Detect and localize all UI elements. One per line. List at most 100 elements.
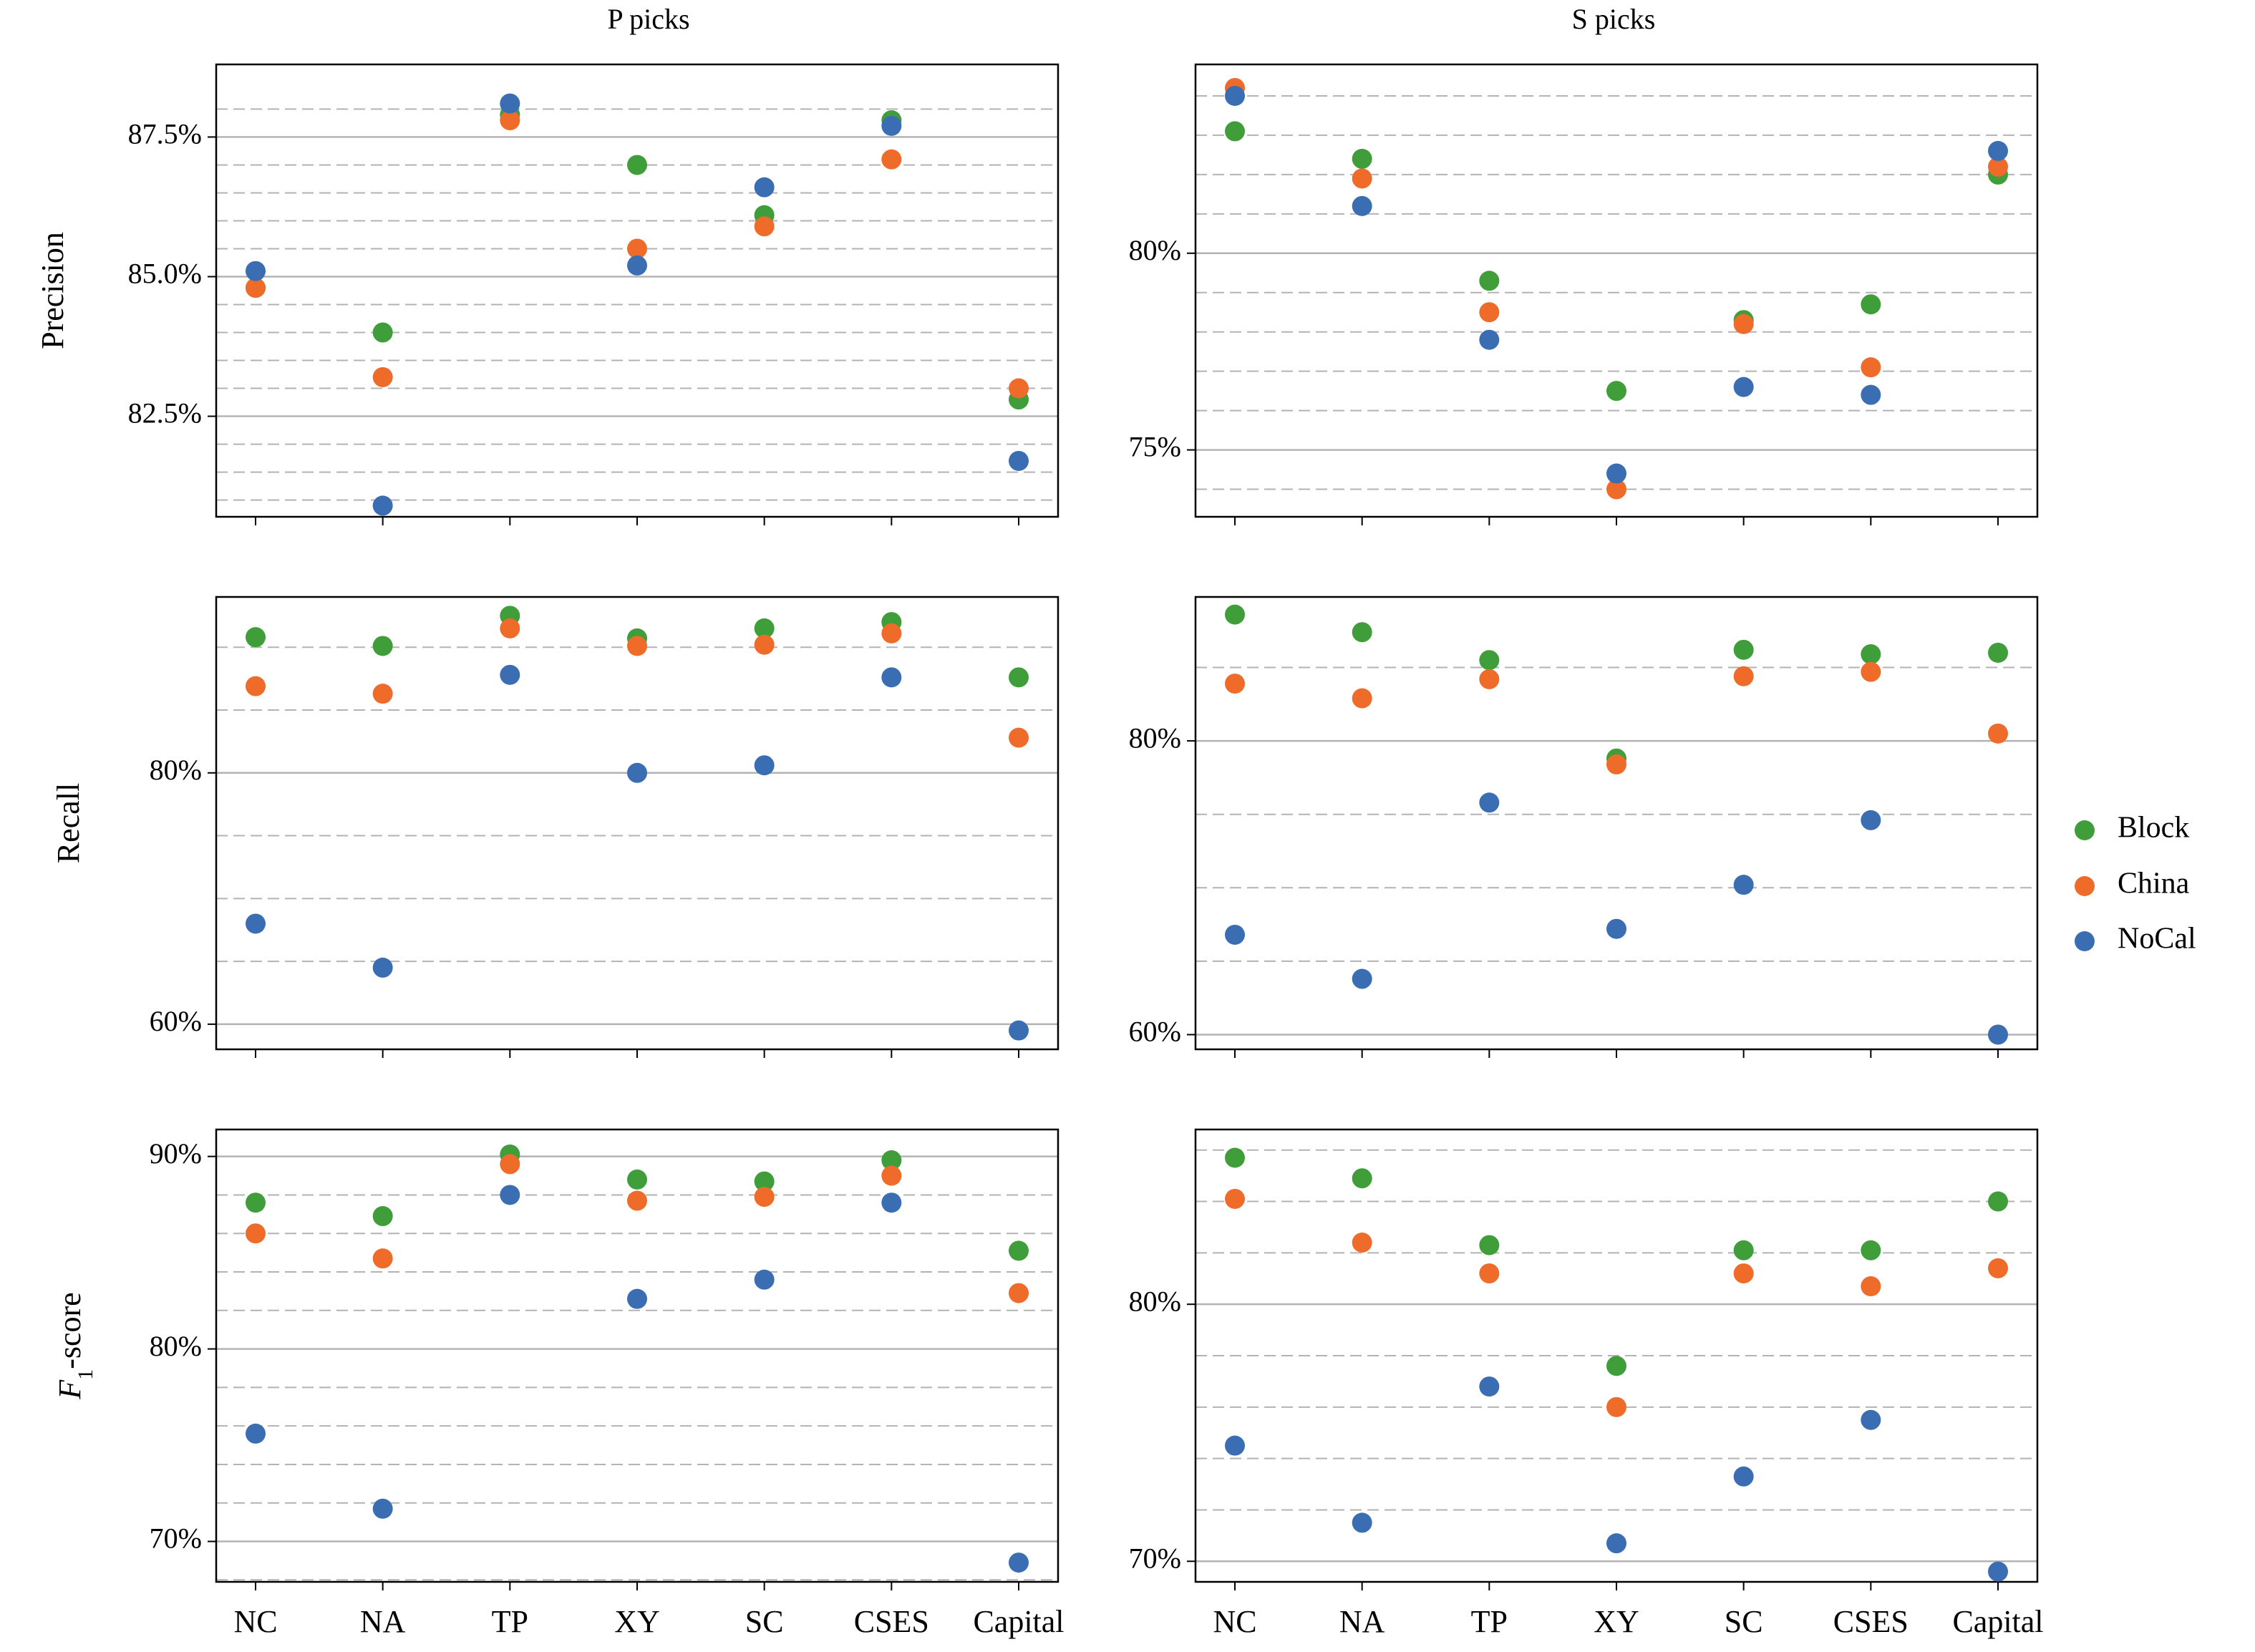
y-tick-label: 60%: [1129, 1016, 1181, 1048]
point-block-nc: [246, 627, 266, 648]
point-nocal-tp: [1479, 1376, 1500, 1397]
y-tick-label: 80%: [150, 754, 202, 786]
panel-0: 82.5% 85.0% 87.5%: [128, 63, 1059, 525]
point-nocal-na: [372, 495, 393, 516]
point-china-capital: [1009, 727, 1029, 748]
point-block-capital: [1009, 1240, 1029, 1261]
legend-label-china: China: [2118, 868, 2190, 900]
point-china-cses: [1861, 661, 1881, 682]
point-block-xy: [627, 155, 647, 175]
point-nocal-cses: [1861, 810, 1881, 830]
point-china-cses: [1861, 357, 1881, 378]
point-china-sc: [1733, 666, 1754, 686]
point-nocal-na: [1352, 968, 1372, 989]
y-tick-label: 82.5%: [128, 397, 202, 429]
point-china-nc: [1225, 1188, 1245, 1209]
y-tick-label: 70%: [1129, 1542, 1181, 1574]
point-china-xy: [627, 636, 647, 656]
panel-2: 60% 80%: [150, 596, 1059, 1058]
point-nocal-sc: [754, 755, 775, 776]
point-block-na: [1352, 622, 1372, 643]
point-nocal-xy: [627, 762, 647, 783]
y-tick-label: 80%: [1129, 721, 1181, 754]
point-block-nc: [246, 1192, 266, 1213]
point-block-capital: [1988, 1191, 2008, 1212]
point-china-nc: [246, 278, 266, 298]
y-tick-label: 75%: [1129, 431, 1181, 463]
point-block-tp: [1479, 1235, 1500, 1255]
point-block-na: [1352, 148, 1372, 169]
point-china-xy: [1606, 754, 1626, 774]
point-china-sc: [1733, 314, 1754, 334]
point-china-cses: [881, 623, 902, 643]
panel-frame: [215, 63, 1059, 518]
point-block-sc: [754, 1171, 775, 1192]
point-nocal-sc: [754, 1269, 775, 1290]
x-tick-label-na: NA: [360, 1604, 406, 1639]
point-china-xy: [1606, 1396, 1626, 1417]
point-nocal-capital: [1988, 140, 2008, 161]
point-china-na: [1352, 1233, 1372, 1253]
x-tick-label-cses: CSES: [1833, 1604, 1909, 1639]
x-tick-label-sc: SC: [745, 1604, 784, 1639]
point-china-nc: [246, 676, 266, 696]
y-tick-label: 80%: [150, 1330, 202, 1362]
point-china-capital: [1988, 156, 2008, 177]
panel-5: 70% 80% NC NA TP XY SC CSES Capital: [1129, 1128, 2044, 1639]
x-tick-label-xy: XY: [614, 1604, 660, 1639]
point-nocal-tp: [1479, 329, 1500, 350]
x-tick-label-tp: TP: [1471, 1604, 1508, 1639]
point-nocal-sc: [754, 177, 775, 198]
point-nocal-tp: [500, 93, 520, 114]
point-china-tp: [500, 1154, 520, 1175]
point-block-cses: [1861, 294, 1881, 315]
point-nocal-capital: [1009, 1020, 1029, 1041]
y-tick-label: 80%: [1129, 1285, 1181, 1317]
point-nocal-nc: [1225, 85, 1245, 106]
x-tick-label-na: NA: [1339, 1604, 1385, 1639]
point-china-xy: [627, 238, 647, 259]
y-tick-label: 87.5%: [128, 118, 202, 150]
panel-3: 60% 80%: [1129, 596, 2039, 1058]
point-china-xy: [1606, 479, 1626, 500]
point-china-na: [372, 366, 393, 387]
x-tick-label-nc: NC: [1213, 1604, 1256, 1639]
point-china-na: [372, 684, 393, 704]
point-block-na: [372, 1206, 393, 1227]
legend-marker-block: [2075, 820, 2095, 840]
point-china-sc: [754, 634, 775, 655]
panel-1: 75% 80%: [1129, 63, 2039, 525]
point-china-sc: [754, 1187, 775, 1208]
point-nocal-capital: [1988, 1561, 2008, 1582]
point-block-xy: [1606, 381, 1626, 402]
row-label-recall: Recall: [51, 783, 86, 863]
point-block-na: [372, 322, 393, 343]
point-china-cses: [881, 149, 902, 170]
point-nocal-xy: [627, 255, 647, 276]
point-china-capital: [1988, 723, 2008, 744]
point-block-tp: [1479, 650, 1500, 671]
y-tick-label: 90%: [150, 1137, 202, 1170]
point-china-nc: [246, 1223, 266, 1244]
point-nocal-nc: [1225, 1435, 1245, 1456]
x-tick-label-sc: SC: [1725, 1604, 1763, 1639]
point-nocal-nc: [1225, 924, 1245, 945]
x-tick-label-capital: Capital: [973, 1604, 1064, 1639]
point-china-capital: [1988, 1258, 2008, 1278]
point-china-cses: [1861, 1276, 1881, 1297]
point-nocal-tp: [1479, 792, 1500, 813]
point-block-capital: [1009, 667, 1029, 688]
point-nocal-cses: [881, 1192, 902, 1213]
row-label-precision: Precision: [35, 232, 70, 349]
x-tick-label-nc: NC: [233, 1604, 277, 1639]
col-title-p: P picks: [607, 3, 689, 35]
point-nocal-xy: [627, 1288, 647, 1309]
point-nocal-sc: [1733, 875, 1754, 895]
point-nocal-xy: [1606, 918, 1626, 939]
point-nocal-na: [1352, 1512, 1372, 1533]
legend: Block China NoCal: [2075, 812, 2196, 956]
panel-frame: [215, 596, 1059, 1051]
point-block-na: [1352, 1168, 1372, 1189]
point-block-cses: [1861, 644, 1881, 665]
